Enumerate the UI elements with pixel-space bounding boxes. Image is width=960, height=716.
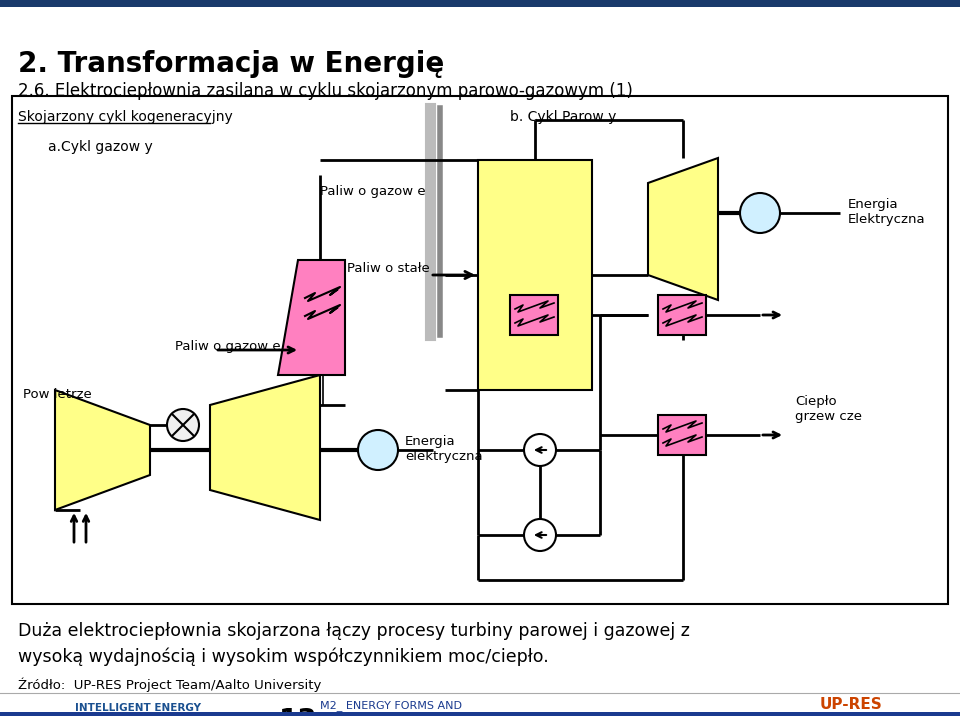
Circle shape [524,519,556,551]
Text: 2. Transformacja w Energię: 2. Transformacja w Energię [18,50,444,78]
Bar [12,96,948,604]
Text: Pow ietrze: Pow ietrze [23,388,92,401]
Text: Duża elektrociepłownia skojarzona łączy procesy turbiny parowej i gazowej z: Duża elektrociepłownia skojarzona łączy … [18,622,690,640]
Bar [478,160,592,390]
Circle shape [358,430,398,470]
Bar [658,295,706,335]
Text: a.Cykl gazow y: a.Cykl gazow y [48,140,153,154]
Polygon shape [55,390,150,510]
Text: Urban Planners with Renewable Energy Skills: Urban Planners with Renewable Energy Ski… [755,712,960,716]
Text: Paliw o stałe: Paliw o stałe [348,261,430,274]
Polygon shape [648,158,718,300]
Bar [510,295,558,335]
Bar [0,0,960,7]
Text: INTELLIGENT ENERGY
EUROPE: INTELLIGENT ENERGY EUROPE [75,703,201,716]
Circle shape [167,409,199,441]
Text: Energia
Elektryczna: Energia Elektryczna [848,198,925,226]
Text: Ciepło
grzew cze: Ciepło grzew cze [795,395,862,423]
Text: Paliw o gazow e: Paliw o gazow e [320,185,425,198]
Polygon shape [210,375,320,520]
Circle shape [524,434,556,466]
Bar [658,415,706,455]
Bar [0,712,960,716]
Text: UP-RES: UP-RES [820,697,883,712]
Text: b. Cykl Parow y: b. Cykl Parow y [510,110,616,124]
Text: wysoką wydajnością i wysokim współczynnikiem moc/ciepło.: wysoką wydajnością i wysokim współczynni… [18,648,549,667]
Circle shape [740,193,780,233]
Text: Skojarzony cykl kogeneracyjny: Skojarzony cykl kogeneracyjny [18,110,232,124]
Text: 13: 13 [278,707,318,716]
Text: Paliw o gazow e: Paliw o gazow e [175,340,280,353]
Text: M2_ ENERGY FORMS AND
TRANSFORMATIONS: M2_ ENERGY FORMS AND TRANSFORMATIONS [320,700,462,716]
Polygon shape [278,260,345,375]
Text: Energia
elektryczna: Energia elektryczna [405,435,483,463]
Text: 2.6. Elektrociepłownia zasilana w cyklu skojarzonym parowo-gazowym (1): 2.6. Elektrociepłownia zasilana w cyklu … [18,82,633,100]
Text: Źródło:  UP-RES Project Team/Aalto University: Źródło: UP-RES Project Team/Aalto Univer… [18,678,322,692]
